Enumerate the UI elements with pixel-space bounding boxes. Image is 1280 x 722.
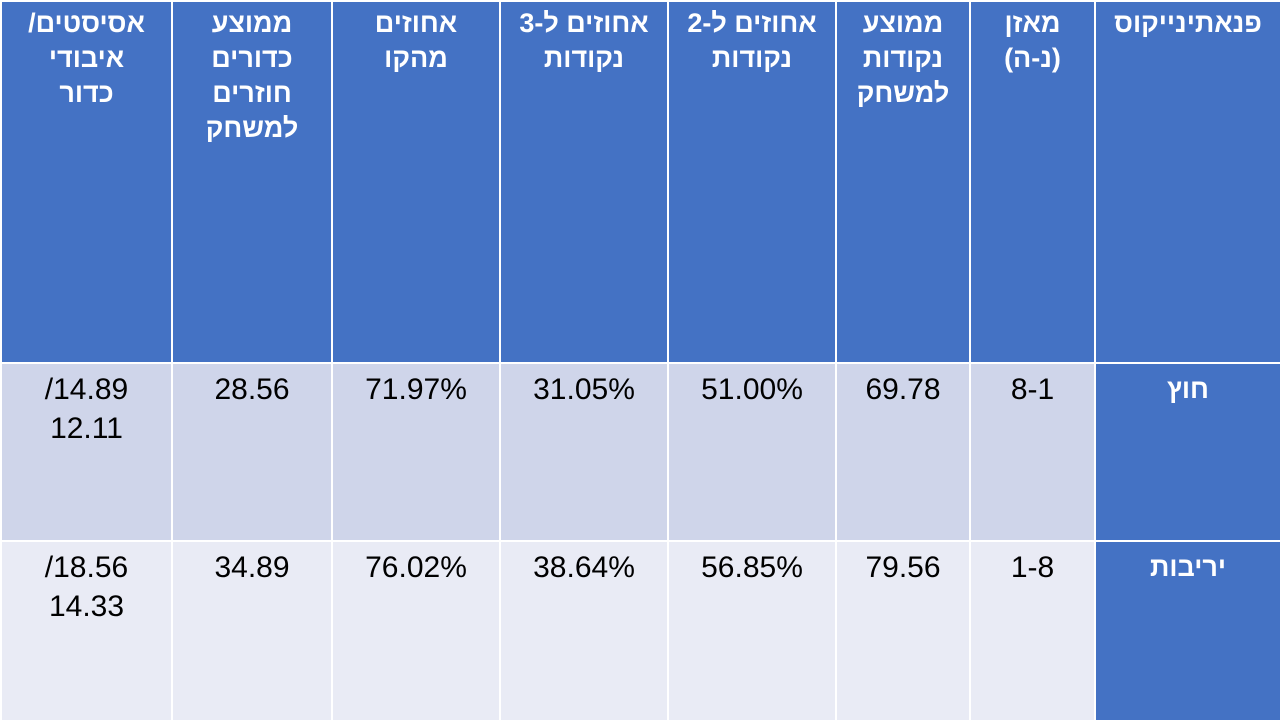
- cell-assists-value: /14.89: [44, 373, 129, 406]
- header-two-pt-pct-line-1: אחוזים ל-2: [687, 8, 817, 38]
- cell-three-pt-pct-value: 31.05%: [533, 373, 635, 406]
- cell-ft-pct: 71.97%: [331, 362, 501, 542]
- header-ft-pct-line-1: אחוזים: [374, 8, 458, 38]
- cell-assists-turnovers: /14.89 12.11: [0, 362, 173, 542]
- cell-record-value: 8-1: [1010, 373, 1055, 406]
- header-avg-rebounds-line-3: חוזרים: [212, 78, 292, 109]
- header-avg-points-line-1: ממוצע: [862, 8, 944, 38]
- cell-avg-rebounds: 34.89: [171, 540, 333, 722]
- header-assists-turnovers-line-1: אסיסטים/: [28, 8, 145, 38]
- cell-ft-pct: 76.02%: [331, 540, 501, 722]
- header-avg-rebounds-line-1: ממוצע: [211, 8, 293, 38]
- header-avg-points-line-3: למשחק: [856, 78, 950, 109]
- header-avg-points-line-2: נקודות: [862, 43, 944, 74]
- cell-two-pt-pct: 51.00%: [667, 362, 837, 542]
- header-team: פנאתינייקוס: [1094, 0, 1280, 364]
- table-row-away: חוץ 8-1 69.78 51.00% 31.05% 71.97% 28.56…: [0, 362, 1280, 542]
- header-record-line-2: (נ-ה): [1004, 43, 1061, 74]
- header-avg-rebounds-line-4: למשחק: [205, 113, 299, 144]
- cell-avg-points-value: 79.56: [865, 551, 941, 584]
- header-record-line-1: מאזן: [1004, 8, 1061, 38]
- table-row-opponents: יריבות 1-8 79.56 56.85% 38.64% 76.02% 34…: [0, 540, 1280, 722]
- cell-assists-value: /18.56: [44, 551, 129, 584]
- cell-avg-points: 79.56: [835, 540, 971, 722]
- header-row: פנאתינייקוס מאזן (נ-ה) ממוצע נקודות למשח…: [0, 0, 1280, 364]
- header-avg-rebounds-line-2: כדורים: [211, 43, 293, 74]
- row-label-opponents: יריבות: [1094, 540, 1280, 722]
- cell-two-pt-pct-value: 51.00%: [701, 373, 803, 406]
- header-assists-turnovers-line-2: איבודי: [48, 43, 125, 74]
- header-avg-points: ממוצע נקודות למשחק: [835, 0, 971, 364]
- cell-avg-points: 69.78: [835, 362, 971, 542]
- cell-ft-pct-value: 71.97%: [365, 373, 467, 406]
- cell-avg-rebounds: 28.56: [171, 362, 333, 542]
- cell-two-pt-pct-value: 56.85%: [701, 551, 803, 584]
- header-two-pt-pct-line-2: נקודות: [711, 43, 793, 74]
- header-three-pt-pct-line-2: נקודות: [543, 43, 625, 74]
- cell-avg-rebounds-value: 28.56: [214, 373, 290, 406]
- row-label-away: חוץ: [1094, 362, 1280, 542]
- header-two-pt-pct: אחוזים ל-2 נקודות: [667, 0, 837, 364]
- header-three-pt-pct: אחוזים ל-3 נקודות: [499, 0, 669, 364]
- cell-two-pt-pct: 56.85%: [667, 540, 837, 722]
- cell-three-pt-pct: 31.05%: [499, 362, 669, 542]
- cell-turnovers-value: 12.11: [50, 412, 123, 445]
- header-record: מאזן (נ-ה): [969, 0, 1096, 364]
- cell-three-pt-pct: 38.64%: [499, 540, 669, 722]
- cell-turnovers-value: 14.33: [48, 590, 125, 623]
- header-team-label: פנאתינייקוס: [1114, 8, 1262, 38]
- header-assists-turnovers: אסיסטים/ איבודי כדור: [0, 0, 173, 364]
- cell-three-pt-pct-value: 38.64%: [533, 551, 635, 584]
- cell-assists-turnovers: /18.56 14.33: [0, 540, 173, 722]
- header-ft-pct-line-2: מהקו: [384, 43, 448, 74]
- cell-record: 1-8: [969, 540, 1096, 722]
- cell-avg-rebounds-value: 34.89: [214, 551, 290, 584]
- header-three-pt-pct-line-1: אחוזים ל-3: [519, 8, 649, 38]
- cell-record-value: 1-8: [1010, 551, 1055, 584]
- header-assists-turnovers-line-3: כדור: [59, 78, 114, 109]
- cell-avg-points-value: 69.78: [865, 373, 941, 406]
- header-ft-pct: אחוזים מהקו: [331, 0, 501, 364]
- cell-record: 8-1: [969, 362, 1096, 542]
- cell-ft-pct-value: 76.02%: [365, 551, 467, 584]
- header-avg-rebounds: ממוצע כדורים חוזרים למשחק: [171, 0, 333, 364]
